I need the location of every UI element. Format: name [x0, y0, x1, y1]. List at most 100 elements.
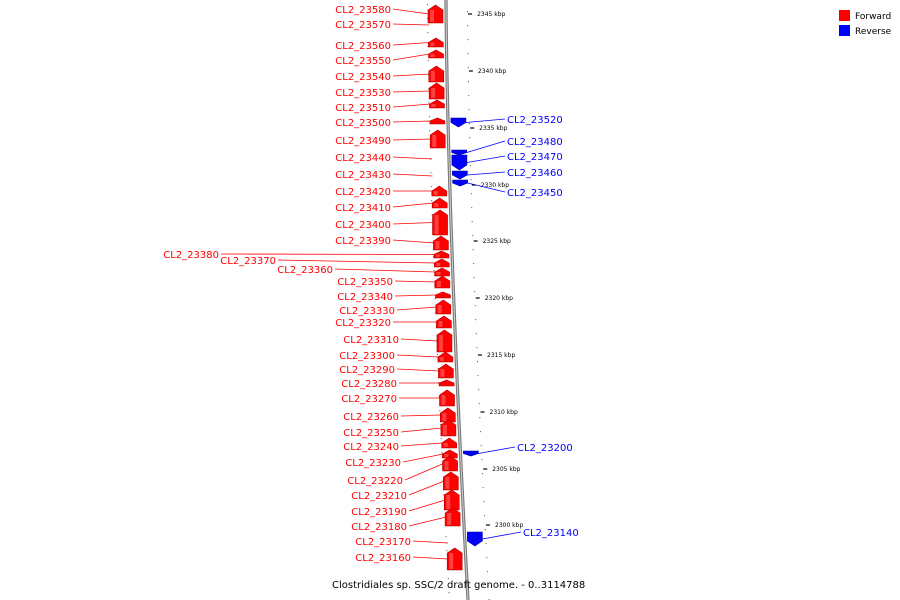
forward-gene-label[interactable]: CL2_23300: [339, 351, 395, 362]
reverse-gene-label[interactable]: CL2_23460: [507, 168, 563, 179]
forward-gene-leader: [392, 90, 431, 93]
reverse-gene-leader: [478, 446, 516, 454]
guide-dot: [473, 263, 475, 265]
forward-gene-label[interactable]: CL2_23210: [351, 491, 407, 502]
guide-dot: [427, 46, 429, 48]
reverse-gene-feature[interactable]: [463, 450, 479, 457]
gene-features: [427, 4, 483, 571]
forward-gene-label[interactable]: CL2_23370: [220, 256, 276, 267]
reverse-gene-label[interactable]: CL2_23200: [517, 443, 573, 454]
scale-tick-label: 2300 kbp: [495, 522, 523, 529]
forward-gene-shading: [434, 215, 439, 234]
forward-gene-label[interactable]: CL2_23390: [335, 236, 391, 247]
reverse-gene-label[interactable]: CL2_23520: [507, 115, 563, 126]
scale-tick-label: 2330 kbp: [481, 182, 509, 189]
forward-gene-leader: [392, 23, 430, 26]
forward-gene-label[interactable]: CL2_23490: [335, 136, 391, 147]
forward-gene-label[interactable]: CL2_23500: [335, 118, 391, 129]
reverse-gene-label[interactable]: CL2_23480: [507, 137, 563, 148]
forward-gene-label[interactable]: CL2_23380: [163, 250, 219, 261]
forward-gene-label[interactable]: CL2_23430: [335, 170, 391, 181]
forward-gene-shading: [438, 321, 443, 327]
forward-gene-label[interactable]: CL2_23180: [351, 522, 407, 533]
forward-gene-feature[interactable]: [438, 379, 455, 387]
reverse-gene-feature[interactable]: [452, 179, 468, 187]
forward-gene-shading: [430, 71, 435, 81]
guide-dot: [434, 298, 436, 300]
reverse-gene-label[interactable]: CL2_23140: [523, 528, 579, 539]
forward-gene-label[interactable]: CL2_23560: [335, 41, 391, 52]
forward-gene-label[interactable]: CL2_23230: [345, 458, 401, 469]
reverse-gene-feature[interactable]: [452, 170, 468, 180]
forward-gene-label[interactable]: CL2_23580: [335, 5, 391, 16]
forward-gene-label[interactable]: CL2_23550: [335, 56, 391, 67]
forward-gene-label[interactable]: CL2_23160: [355, 553, 411, 564]
guide-dot: [470, 193, 472, 195]
forward-gene-label[interactable]: CL2_23410: [335, 203, 391, 214]
forward-gene-label[interactable]: CL2_23220: [347, 476, 403, 487]
forward-gene-leader: [394, 280, 436, 283]
guide-dot: [467, 67, 469, 69]
guide-dot: [427, 18, 429, 20]
forward-gene-label[interactable]: CL2_23290: [339, 365, 395, 376]
forward-gene-label[interactable]: CL2_23440: [335, 153, 391, 164]
guide-dot: [470, 179, 472, 181]
forward-gene-shading: [435, 254, 440, 257]
forward-gene-label[interactable]: CL2_23320: [335, 318, 391, 329]
forward-gene-label[interactable]: CL2_23530: [335, 88, 391, 99]
forward-gene-label[interactable]: CL2_23310: [343, 335, 399, 346]
guide-dot: [430, 186, 432, 188]
reverse-gene-label[interactable]: CL2_23470: [507, 152, 563, 163]
guide-dot: [474, 291, 476, 293]
guide-dot: [447, 578, 449, 580]
forward-gene-label[interactable]: CL2_23540: [335, 72, 391, 83]
forward-gene-leader: [408, 480, 445, 496]
guide-dot: [437, 354, 438, 356]
guide-dot: [468, 81, 469, 83]
forward-gene-label[interactable]: CL2_23400: [335, 220, 391, 231]
reverse-gene-feature[interactable]: [450, 117, 467, 128]
reverse-gene-feature[interactable]: [451, 149, 468, 156]
genome-caption: Clostridiales sp. SSC/2 draft genome. - …: [332, 580, 585, 591]
forward-gene-feature[interactable]: [429, 117, 446, 125]
scale-tick-label: 2320 kbp: [485, 295, 513, 302]
forward-gene-leader: [400, 338, 438, 342]
guide-dot: [472, 235, 474, 237]
guide-dot: [480, 431, 482, 433]
forward-gene-shading: [440, 369, 445, 377]
guide-dot: [480, 445, 482, 447]
reverse-gene-feature[interactable]: [451, 154, 468, 171]
forward-gene-label[interactable]: CL2_23280: [341, 379, 397, 390]
forward-gene-label[interactable]: CL2_23330: [339, 306, 395, 317]
forward-gene-leader: [392, 138, 432, 141]
guide-dot: [487, 571, 489, 573]
forward-gene-label[interactable]: CL2_23350: [337, 277, 393, 288]
forward-gene-leader: [412, 540, 448, 544]
reverse-gene-label[interactable]: CL2_23450: [507, 188, 563, 199]
forward-gene-label[interactable]: CL2_23260: [343, 412, 399, 423]
forward-gene-leader: [408, 499, 446, 512]
forward-gene-label[interactable]: CL2_23570: [335, 20, 391, 31]
guide-dot: [474, 305, 476, 307]
forward-gene-label[interactable]: CL2_23270: [341, 394, 397, 405]
reverse-gene-feature[interactable]: [467, 531, 483, 547]
forward-gene-label[interactable]: CL2_23240: [343, 442, 399, 453]
guide-dot: [467, 25, 469, 27]
forward-gene-feature[interactable]: [435, 291, 451, 299]
guide-dot: [469, 137, 471, 139]
forward-gene-label[interactable]: CL2_23510: [335, 103, 391, 114]
forward-gene-leader: [392, 42, 430, 46]
forward-gene-shading: [436, 263, 441, 266]
forward-gene-label[interactable]: CL2_23420: [335, 187, 391, 198]
reverse-gene-leader: [482, 531, 522, 540]
forward-gene-label[interactable]: CL2_23170: [355, 537, 411, 548]
legend-forward-label: Forward: [855, 12, 891, 22]
forward-gene-label[interactable]: CL2_23360: [277, 265, 333, 276]
forward-gene-leader: [392, 202, 434, 208]
forward-gene-label[interactable]: CL2_23340: [337, 292, 393, 303]
forward-gene-label[interactable]: CL2_23250: [343, 428, 399, 439]
forward-gene-shading: [430, 42, 435, 46]
forward-gene-shading: [436, 272, 441, 275]
legend-reverse-label: Reverse: [855, 27, 892, 37]
forward-gene-label[interactable]: CL2_23190: [351, 507, 407, 518]
